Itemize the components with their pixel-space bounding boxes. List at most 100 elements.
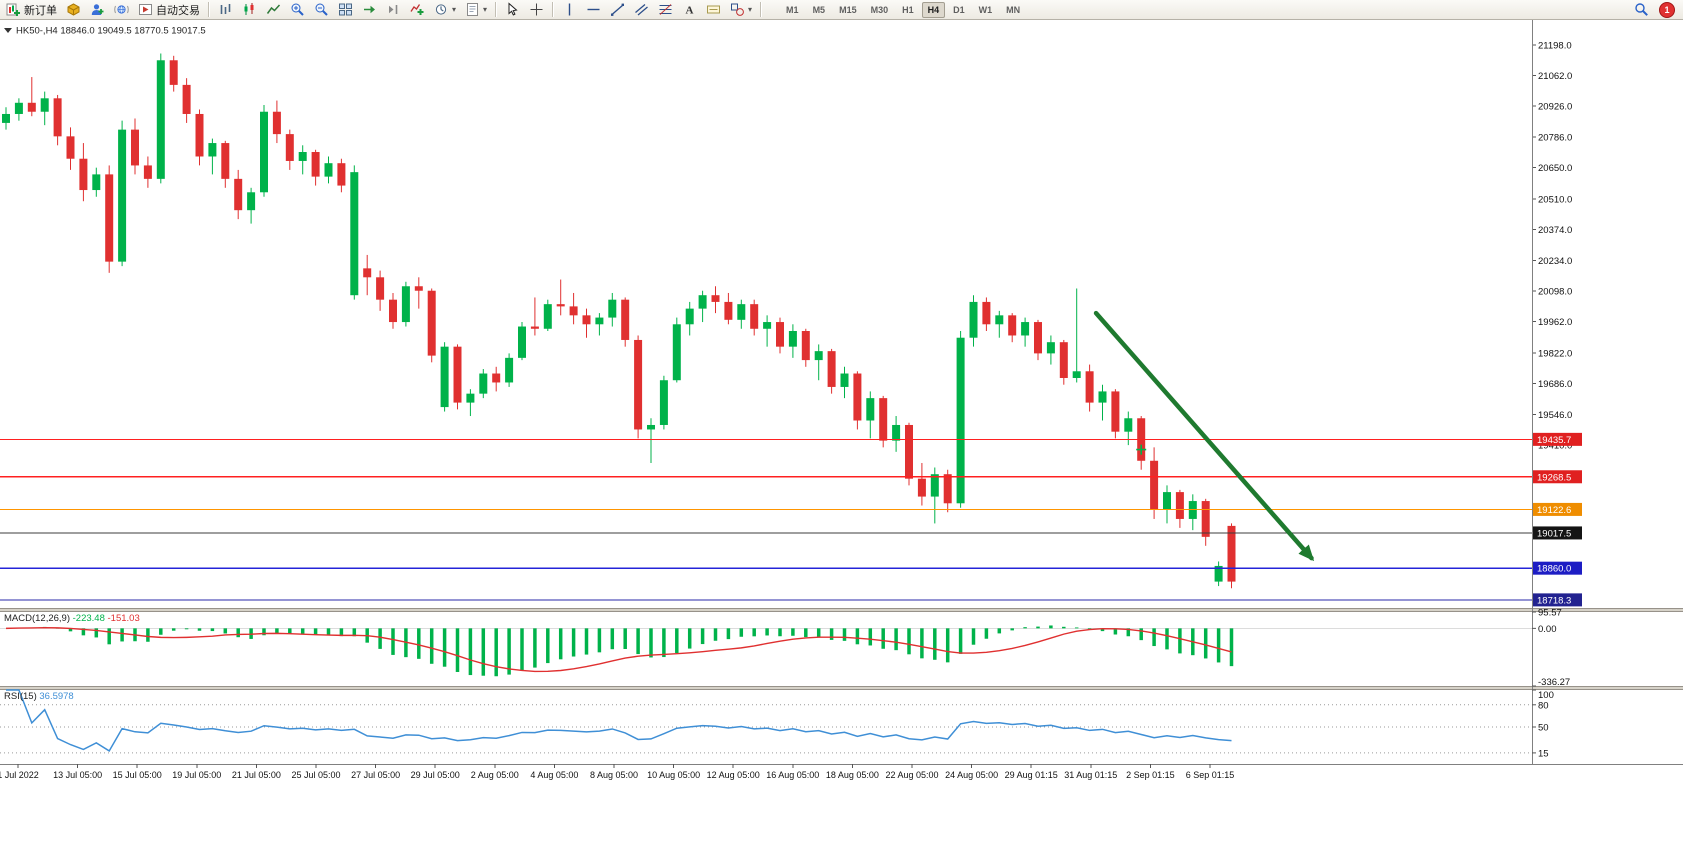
toolbar-separator (760, 2, 763, 17)
candle (234, 169, 243, 220)
price-tick-label: 21198.0 (1538, 41, 1572, 52)
timeframe-button-m15[interactable]: M15 (833, 2, 863, 18)
panel-splitter[interactable] (0, 686, 1683, 690)
candle (221, 140, 230, 188)
time-label: 29 Jul 05:00 (411, 770, 460, 780)
candle (1034, 319, 1042, 361)
candle (866, 391, 875, 439)
candle (350, 165, 359, 300)
candle (995, 310, 1004, 338)
candle (530, 297, 539, 336)
candle (208, 138, 217, 175)
cross-marker[interactable] (1136, 444, 1147, 455)
candle (698, 290, 707, 323)
candle (1046, 335, 1055, 365)
timeframe-button-m5[interactable]: M5 (807, 2, 832, 18)
symbol-caret-icon[interactable] (4, 28, 12, 33)
candle (685, 301, 694, 336)
candle (905, 422, 913, 486)
timeframe-button-d1[interactable]: D1 (947, 2, 971, 18)
auto-scroll-icon (362, 2, 377, 17)
template-icon (465, 2, 480, 17)
price-tick-label: 20650.0 (1538, 163, 1572, 174)
notification-badge[interactable]: 1 (1659, 1, 1675, 18)
candle (711, 286, 720, 314)
text-icon: A (682, 2, 697, 17)
price-tick-label: 19962.0 (1538, 317, 1572, 328)
zoom-out-button[interactable] (310, 1, 333, 19)
candle (1085, 364, 1094, 412)
rsi-axis-label: 100 (1538, 690, 1554, 701)
new-order-button[interactable]: 新订单 (2, 1, 61, 19)
text-button[interactable]: A (678, 1, 701, 19)
price-tag-label: 19017.5 (1537, 528, 1571, 539)
candle (105, 165, 114, 273)
shapes-button[interactable]: ▾ (726, 1, 756, 19)
panel-splitter[interactable] (0, 608, 1683, 612)
auto-scroll-button[interactable] (358, 1, 381, 19)
chart-shift-icon (386, 2, 401, 17)
candle (182, 78, 191, 123)
templates-button[interactable]: ▾ (461, 1, 491, 19)
timeframe-button-mn[interactable]: MN (1000, 2, 1026, 18)
zoom-in-icon (290, 2, 305, 17)
price-tag (1533, 502, 1582, 516)
svg-text:A: A (686, 5, 694, 17)
trendline-button[interactable] (606, 1, 629, 19)
market-button[interactable] (62, 1, 85, 19)
time-label: 31 Aug 01:15 (1064, 770, 1117, 780)
candlestick-button[interactable] (238, 1, 261, 19)
bar-chart-button[interactable] (214, 1, 237, 19)
channel-button[interactable] (630, 1, 653, 19)
text-label-button[interactable] (702, 1, 725, 19)
search-button[interactable] (1630, 1, 1653, 19)
timeframe-button-h4[interactable]: H4 (921, 1, 946, 18)
autotrading-button[interactable]: 自动交易 (134, 1, 204, 19)
candle (853, 371, 862, 430)
candle (608, 292, 617, 327)
tile-windows-button[interactable] (334, 1, 357, 19)
line-chart-button[interactable] (262, 1, 285, 19)
time-label: 6 Sep 01:15 (1186, 770, 1235, 780)
candle (427, 288, 436, 363)
tile-windows-icon (338, 2, 353, 17)
trendline-icon (610, 2, 625, 17)
price-tag (1533, 470, 1582, 484)
rsi-axis-label: 80 (1538, 700, 1549, 711)
timeframe-button-m30[interactable]: M30 (865, 2, 895, 18)
time-label: 19 Jul 05:00 (172, 770, 221, 780)
toolbar-separator (552, 2, 555, 17)
candle (1150, 447, 1159, 519)
candle (453, 344, 462, 410)
time-label: 1 Jul 2022 (0, 770, 39, 780)
timeframe-button-m1[interactable]: M1 (780, 2, 805, 18)
crosshair-button[interactable] (525, 1, 548, 19)
fibonacci-button[interactable] (654, 1, 677, 19)
candle (401, 281, 410, 327)
label-icon (706, 2, 721, 17)
chart-shift-button[interactable] (382, 1, 405, 19)
cursor-button[interactable] (501, 1, 524, 19)
timeframe-button-h1[interactable]: H1 (896, 2, 920, 18)
candle (814, 344, 823, 381)
timeframe-button-w1[interactable]: W1 (973, 2, 999, 18)
hline-button[interactable] (582, 1, 605, 19)
timeframe-toolbar: M1 M5 M15 M30 H1 H4 D1 W1 MN (780, 1, 1026, 18)
indicators-button[interactable] (406, 1, 429, 19)
price-tick-label: 19822.0 (1538, 348, 1572, 359)
trend-arrow[interactable] (1093, 310, 1315, 562)
price-tick-label: 20374.0 (1538, 225, 1572, 236)
candle (272, 100, 281, 144)
time-label: 13 Jul 05:00 (53, 770, 102, 780)
candle (1201, 498, 1210, 546)
candle (1137, 416, 1146, 470)
profile-button[interactable] (86, 1, 109, 19)
vline-button[interactable] (558, 1, 581, 19)
time-label: 24 Aug 05:00 (945, 770, 998, 780)
connection-button[interactable] (110, 1, 133, 19)
price-tick-label: 20234.0 (1538, 256, 1572, 267)
zoom-in-button[interactable] (286, 1, 309, 19)
chart-canvas[interactable]: 21198.0 21062.0 20926.0 20786.0 20650.0 20510… (0, 20, 1683, 842)
periods-button[interactable]: ▾ (430, 1, 460, 19)
user-icon (90, 2, 105, 17)
